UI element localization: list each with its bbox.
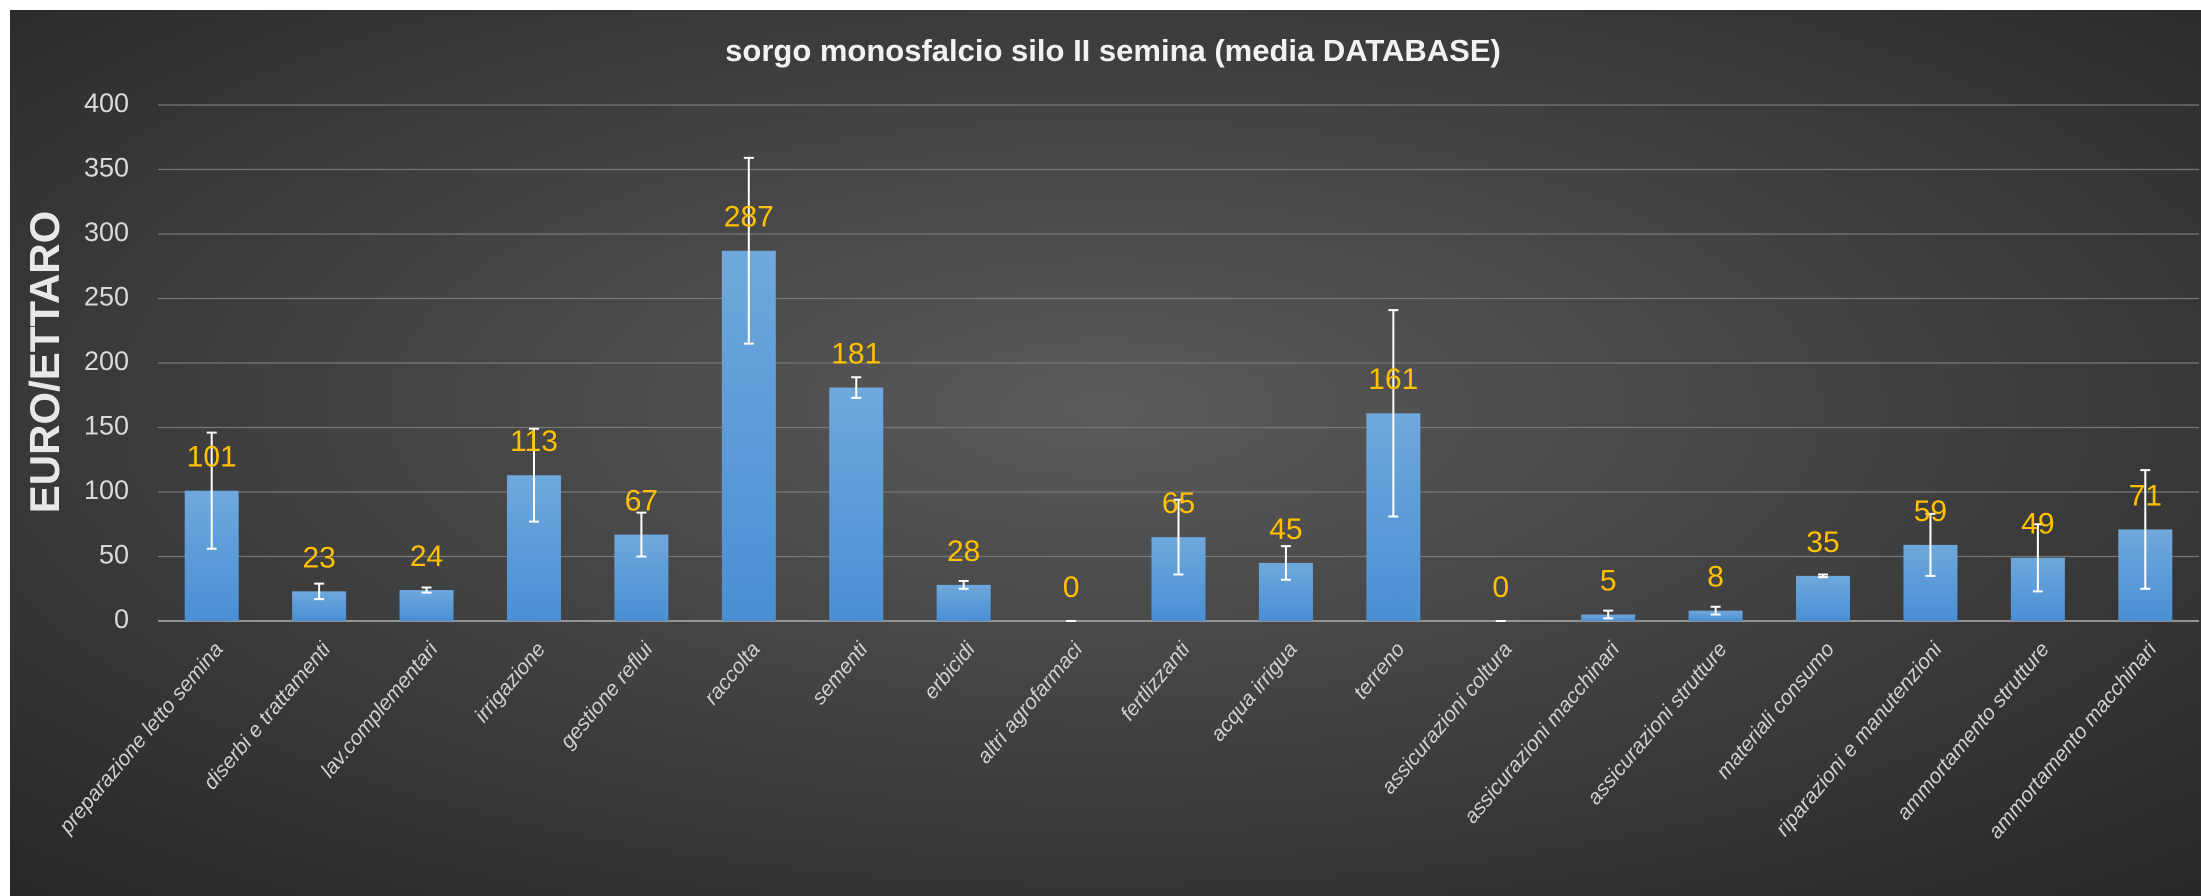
value-label: 8 [1707,561,1724,594]
error-bar [958,580,969,590]
value-label: 71 [2129,479,2162,512]
error-bar [1925,512,1936,577]
value-label: 28 [947,535,980,568]
error-bar [743,156,754,345]
value-label: 67 [625,484,658,517]
y-tick-label: 400 [84,88,129,118]
error-bar [2032,523,2043,593]
y-axis-label: EURO/ETTARO [21,211,68,514]
bar [1688,610,1743,621]
value-label: 113 [510,425,558,458]
error-bar [421,586,432,594]
error-bar [1710,605,1721,616]
y-tick-label: 50 [99,540,129,570]
error-bar [1280,545,1291,581]
value-label: 49 [2021,508,2054,541]
value-label: 45 [1269,513,1302,546]
error-bar [1818,573,1829,579]
value-label: 0 [1063,571,1080,604]
value-label: 0 [1492,571,1509,604]
y-tick-label: 250 [84,282,129,312]
error-bar [314,582,325,601]
value-label: 181 [831,337,881,370]
error-bar [851,376,862,399]
y-tick-label: 350 [84,153,129,183]
y-tick-label: 0 [114,604,129,634]
value-label: 24 [410,540,443,573]
chart-background [10,10,2201,896]
chart-title: sorgo monosfalcio silo II semina (media … [725,33,1501,68]
bar [399,590,454,621]
value-label: 287 [724,201,774,234]
y-tick-label: 200 [84,346,129,376]
error-bar [528,427,539,523]
error-bar [2140,469,2151,590]
error-bar [206,431,217,550]
bar [829,387,884,621]
value-label: 101 [187,441,237,474]
bar [1796,575,1851,621]
y-tick-label: 300 [84,217,129,247]
value-label: 59 [1914,495,1947,528]
value-label: 23 [302,541,335,574]
y-tick-label: 100 [84,475,129,505]
value-label: 65 [1162,487,1195,520]
error-bar [1388,309,1399,518]
error-bar [1173,498,1184,576]
value-label: 161 [1368,363,1418,396]
value-label: 5 [1600,564,1617,597]
value-label: 35 [1806,526,1839,559]
error-bar [636,511,647,558]
error-bar [1603,609,1614,620]
bar [936,584,991,621]
y-tick-label: 150 [84,411,129,441]
